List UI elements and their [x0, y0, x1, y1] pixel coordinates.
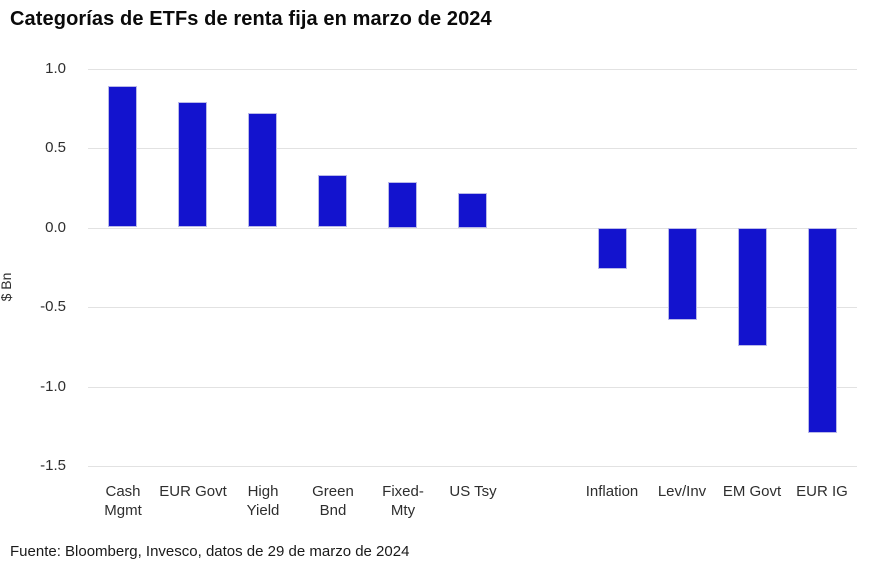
gridline [88, 148, 857, 149]
bar-eur-govt [178, 102, 207, 227]
gridline [88, 466, 857, 467]
x-tick-label-inflation: Inflation [585, 483, 639, 500]
y-tick-label: 0.5 [45, 139, 66, 156]
y-tick-label: -0.5 [40, 298, 66, 315]
x-tick-label-eur-ig: EUR IG [796, 483, 848, 500]
bar-inflation [598, 228, 627, 269]
bar-fixed-mty [388, 182, 417, 228]
x-tick-label-us-tsy: US Tsy [449, 483, 497, 500]
bar-high-yield [248, 113, 277, 227]
x-tick-label-lev-inv: Lev/Inv [657, 483, 707, 500]
x-tick-label-green-bnd: Green Bnd [312, 483, 354, 519]
x-tick-label-em-govt: EM Govt [722, 483, 782, 500]
bar-em-govt [738, 228, 767, 346]
gridline [88, 387, 857, 388]
x-tick-label-cash-mgmt: Cash Mgmt [104, 483, 142, 519]
bar-green-bnd [318, 175, 347, 227]
bar-us-tsy [458, 193, 487, 228]
gridline [88, 228, 857, 229]
bar-eur-ig [808, 228, 837, 433]
x-tick-label-fixed-mty: Fixed- Mty [382, 483, 424, 519]
y-tick-label: 0.0 [45, 219, 66, 236]
x-tick-label-high-yield: High Yield [246, 483, 280, 519]
gridline [88, 307, 857, 308]
y-tick-label: 1.0 [45, 60, 66, 77]
x-tick-label-eur-govt: EUR Govt [159, 483, 227, 500]
chart-title: Categorías de ETFs de renta fija en marz… [10, 8, 492, 30]
source-note: Fuente: Bloomberg, Invesco, datos de 29 … [10, 543, 410, 560]
y-tick-label: -1.5 [40, 457, 66, 474]
bar-lev-inv [668, 228, 697, 320]
gridline [88, 69, 857, 70]
bar-cash-mgmt [108, 86, 137, 227]
y-tick-label: -1.0 [40, 378, 66, 395]
